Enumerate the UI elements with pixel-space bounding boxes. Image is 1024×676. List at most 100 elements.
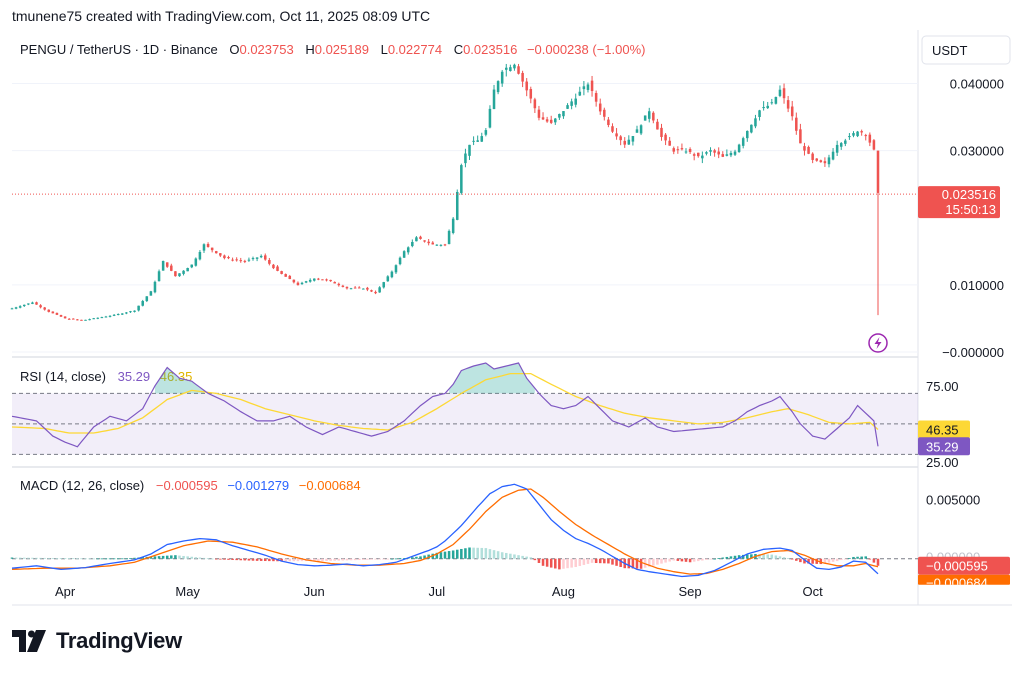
macd-histogram-bar xyxy=(80,558,83,560)
candle-body xyxy=(839,143,843,147)
macd-histogram-bar xyxy=(795,558,798,561)
candle-body xyxy=(206,243,210,247)
candle-body xyxy=(390,271,394,278)
candle-body xyxy=(578,91,582,96)
candle-body xyxy=(464,153,467,164)
currency-button[interactable] xyxy=(921,35,1011,65)
candle-body xyxy=(664,134,667,141)
candle-body xyxy=(313,278,316,281)
macd-histogram-bar xyxy=(635,558,639,569)
tradingview-logo[interactable]: TradingView xyxy=(12,628,182,654)
macd-histogram-bar xyxy=(733,555,737,559)
candle-body xyxy=(247,259,251,261)
candle-body xyxy=(562,111,565,117)
candle-body xyxy=(500,71,504,84)
candle-body xyxy=(733,151,737,155)
macd-histogram-bar xyxy=(537,558,541,563)
macd-histogram-bar xyxy=(684,558,688,562)
macd-histogram-bar xyxy=(578,558,582,566)
macd-histogram-bar xyxy=(206,558,210,560)
macd-histogram-bar xyxy=(272,558,275,562)
macd-histogram-bar xyxy=(464,548,467,559)
candle-body xyxy=(554,118,557,123)
change-value: −0.000238 (−1.00%) xyxy=(527,42,646,57)
candle-body xyxy=(329,279,332,282)
macd-histogram-bar xyxy=(100,558,104,560)
candle-body xyxy=(39,305,42,308)
candle-body xyxy=(27,303,30,305)
candle-body xyxy=(868,134,872,143)
macd-histogram-bar xyxy=(141,557,144,559)
macd-hist-badge xyxy=(918,556,1010,575)
candle-body xyxy=(827,157,831,165)
candle-body xyxy=(276,266,279,271)
macd-histogram-bar xyxy=(660,558,663,564)
macd-histogram-bar xyxy=(598,558,602,564)
macd-histogram-bar xyxy=(231,558,234,560)
macd-histogram-bar xyxy=(484,548,488,559)
candle-body xyxy=(594,93,598,102)
candle-body xyxy=(545,119,549,122)
candle-body xyxy=(627,139,631,145)
macd-histogram-bar xyxy=(611,558,614,565)
candle-body xyxy=(406,247,410,253)
candle-body xyxy=(198,251,202,260)
candle-body xyxy=(582,86,586,90)
candle-body xyxy=(137,305,140,311)
candle-body xyxy=(876,150,880,193)
candle-body xyxy=(14,307,18,309)
macd-histogram-bar xyxy=(149,556,153,559)
macd-histogram-bar xyxy=(860,556,863,559)
candle-body xyxy=(170,265,173,271)
candle-body xyxy=(844,140,847,144)
macd-histogram-bar xyxy=(594,558,598,564)
candle-body xyxy=(741,138,745,146)
macd-histogram-bar xyxy=(317,558,320,561)
candle-body xyxy=(505,67,508,70)
macd-histogram-bar xyxy=(227,558,230,560)
candle-body xyxy=(701,155,704,159)
lightning-glyph xyxy=(874,337,882,349)
macd-histogram-bar xyxy=(394,558,398,560)
rsi-tick-label: 75.00 xyxy=(926,379,959,394)
macd-histogram-bar xyxy=(313,558,316,562)
macd-histogram-bar xyxy=(713,558,716,560)
candle-body xyxy=(692,154,696,156)
macd-histogram-bar xyxy=(35,557,38,559)
macd-histogram-bar xyxy=(333,558,336,561)
macd-histogram-bar xyxy=(357,558,361,561)
candle-body xyxy=(713,150,716,153)
price-tick-label: −0.000000 xyxy=(942,345,1004,360)
price-tick-label: 0.030000 xyxy=(950,144,1004,159)
macd-histogram-bar xyxy=(235,558,238,561)
candle-body xyxy=(684,151,688,153)
macd-histogram-bar xyxy=(194,557,198,559)
macd-histogram-bar xyxy=(460,548,463,559)
macd-histogram-bar xyxy=(378,558,381,560)
macd-tick-label: 0.005000 xyxy=(926,493,980,508)
macd-histogram-bar xyxy=(96,558,100,560)
candle-body xyxy=(419,236,422,239)
candle-body xyxy=(357,287,361,289)
candle-body xyxy=(76,319,79,321)
macd-signal-badge-label: −0.000684 xyxy=(926,576,988,591)
macd-histogram-bar xyxy=(125,558,128,560)
candle-body xyxy=(141,301,144,306)
macd-histogram-bar xyxy=(239,558,243,561)
open-value: 0.023753 xyxy=(239,42,293,57)
macd-histogram-bar xyxy=(129,558,132,559)
macd-histogram-bar xyxy=(831,558,835,562)
candle-body xyxy=(451,218,455,233)
candle-body xyxy=(382,282,385,288)
macd-histogram-bar xyxy=(88,558,91,560)
candle-body xyxy=(660,127,663,138)
candle-body xyxy=(680,148,684,150)
candle-body xyxy=(856,131,859,137)
candle-body xyxy=(415,237,418,242)
symbol-title: PENGU / TetherUS · 1D · Binance xyxy=(20,42,218,57)
macd-histogram-bar xyxy=(423,555,426,559)
high-value: 0.025189 xyxy=(315,42,369,57)
macd-histogram-bar xyxy=(619,558,622,567)
macd-histogram-bar xyxy=(823,558,827,564)
